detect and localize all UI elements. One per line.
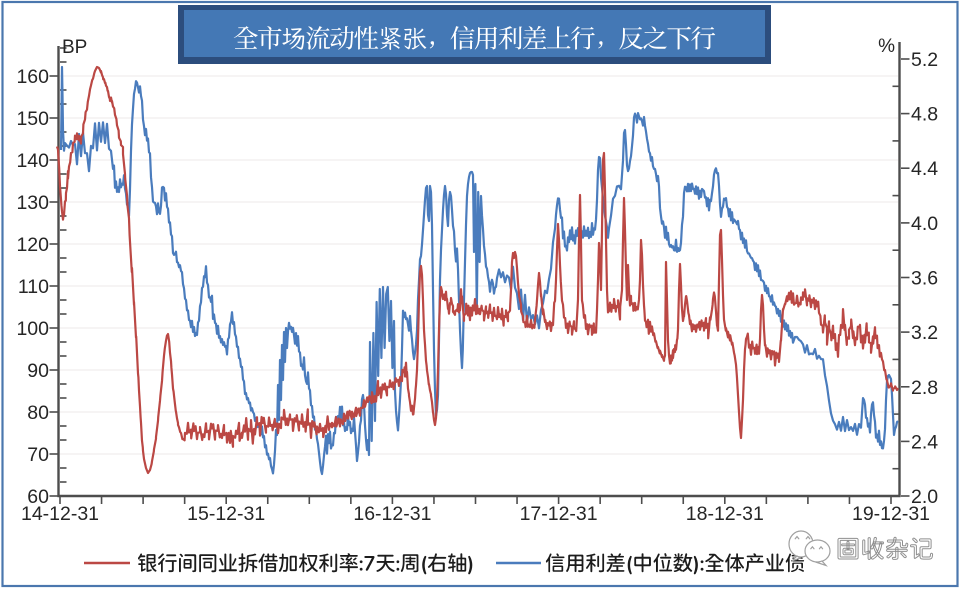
svg-text:4.0: 4.0 xyxy=(911,213,938,235)
svg-text:120: 120 xyxy=(16,234,49,256)
svg-text:16-12-31: 16-12-31 xyxy=(353,503,431,525)
svg-text:80: 80 xyxy=(27,402,49,424)
svg-text:17-12-31: 17-12-31 xyxy=(520,503,598,525)
svg-text:3.2: 3.2 xyxy=(911,322,938,344)
svg-text:70: 70 xyxy=(27,444,49,466)
svg-text:%: % xyxy=(878,36,895,57)
svg-text:2.8: 2.8 xyxy=(911,377,938,399)
svg-text:3.6: 3.6 xyxy=(911,268,938,290)
svg-text:90: 90 xyxy=(27,360,49,382)
svg-text:4.4: 4.4 xyxy=(911,158,938,180)
svg-text:15-12-31: 15-12-31 xyxy=(187,503,265,525)
svg-text:60: 60 xyxy=(27,486,49,508)
svg-text:BP: BP xyxy=(62,37,87,58)
svg-text:2.4: 2.4 xyxy=(911,431,938,453)
svg-text:14-12-31: 14-12-31 xyxy=(21,503,99,525)
svg-text:4.8: 4.8 xyxy=(911,104,938,126)
svg-text:160: 160 xyxy=(16,66,49,88)
svg-text:19-12-31: 19-12-31 xyxy=(852,503,930,525)
svg-text:130: 130 xyxy=(16,192,49,214)
svg-text:150: 150 xyxy=(16,108,49,130)
svg-text:5.2: 5.2 xyxy=(911,49,938,71)
svg-text:2.0: 2.0 xyxy=(911,486,938,508)
svg-text:18-12-31: 18-12-31 xyxy=(686,503,764,525)
svg-text:140: 140 xyxy=(16,150,49,172)
svg-text:110: 110 xyxy=(18,276,49,298)
svg-text:100: 100 xyxy=(16,318,49,340)
